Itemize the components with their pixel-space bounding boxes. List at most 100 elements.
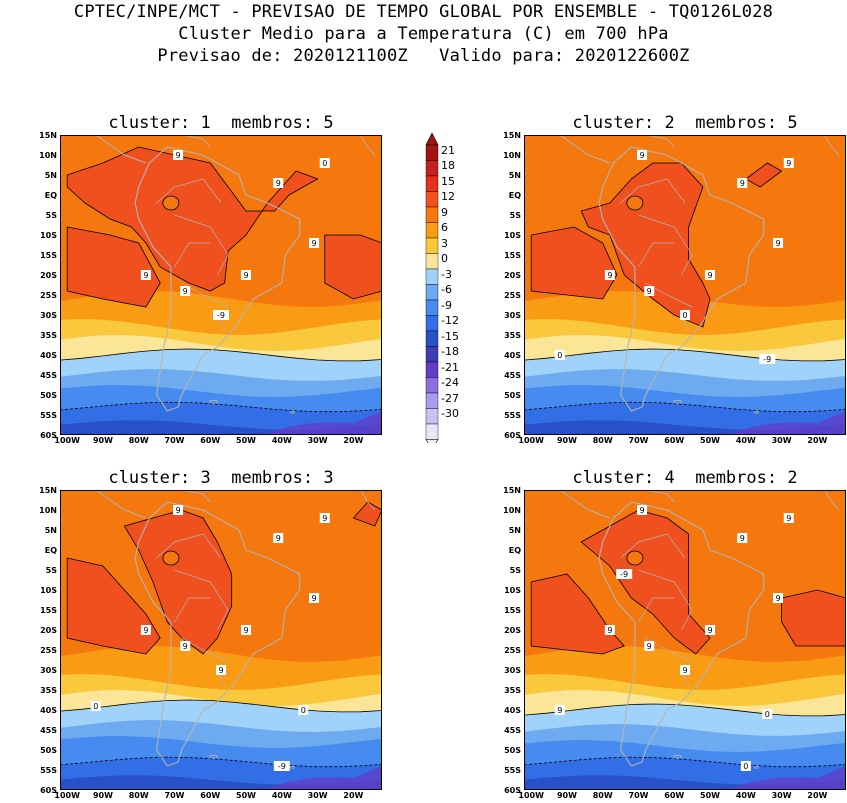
colorbar-label: -9: [441, 298, 452, 312]
contour-label: 0: [319, 158, 330, 168]
lat-tick-label: 15S: [504, 251, 521, 260]
svg-text:9: 9: [786, 514, 791, 523]
colorbar-label: -21: [441, 360, 459, 374]
contour-label: 0: [298, 705, 309, 715]
colorbar-swatch: [425, 284, 439, 301]
lat-tick-label: 10N: [503, 151, 521, 160]
colorbar-swatch: [425, 330, 439, 347]
temperature-map: 9 9 9 9 9 9 9 9 9 0 0 -9: [524, 490, 846, 790]
lon-tick-label: 80W: [128, 791, 149, 800]
contour-label: 9: [644, 286, 655, 296]
lat-tick-label: 15S: [40, 606, 57, 615]
colorbar-label: 12: [441, 190, 455, 203]
lon-tick-label: 80W: [128, 436, 149, 445]
svg-text:9: 9: [311, 594, 316, 603]
lon-tick-label: 40W: [735, 791, 756, 800]
contour-label: 9: [680, 665, 690, 675]
svg-text:0: 0: [93, 702, 98, 711]
colorbar-swatch: [425, 268, 439, 285]
country-border-2: [620, 533, 686, 559]
contour-minus9: [60, 401, 382, 413]
map-frame: [60, 490, 382, 790]
map-panel-cluster-2: cluster: 2 membros: 5 9 9 9 9 9 9 9 0 0 -9 15N 10N 5…: [503, 113, 846, 445]
lon-tick-label: 50W: [236, 436, 257, 445]
svg-text:0: 0: [765, 710, 770, 719]
country-border-4: [638, 597, 675, 623]
colorbar-swatch: [425, 377, 439, 394]
figure-dates: Previsao de: 2020121100Z Valido para: 20…: [157, 46, 690, 66]
svg-text:9: 9: [218, 666, 223, 675]
lon-tick-label: 60W: [200, 791, 221, 800]
colorbar-label: 0: [441, 252, 448, 265]
lat-tick-label: 45S: [40, 371, 57, 380]
contour-label: 0: [762, 709, 773, 719]
lon-tick-label: 50W: [700, 791, 721, 800]
lat-tick-label: 15N: [503, 486, 521, 495]
shade-9-to-12-region-3: [352, 501, 382, 527]
colorbar-swatch: [425, 361, 439, 378]
colorbar-label: -24: [441, 376, 459, 389]
lon-tick-label: 30W: [307, 436, 328, 445]
colorbar-label: 9: [441, 205, 448, 219]
lat-tick-label: 35S: [40, 331, 57, 340]
lat-tick-label: 25S: [40, 646, 57, 655]
country-border-4: [174, 597, 211, 623]
svg-text:9: 9: [707, 271, 712, 280]
shade-9-to-12-region-1: [580, 509, 711, 655]
contour-label: -9: [616, 569, 633, 579]
contour-0: [60, 348, 382, 362]
contour-label: 9: [309, 593, 320, 603]
lat-tick-label: 45S: [504, 726, 521, 735]
lat-tick-label: 15N: [39, 131, 57, 140]
map-panel-cluster-4: cluster: 4 membros: 2 9 9 9 9 9 9 9 9 9 0 0 -9 15N 10…: [503, 468, 846, 800]
colorbar-label: 3: [441, 236, 448, 250]
colorbar-swatch: [425, 392, 439, 409]
svg-text:9: 9: [786, 159, 791, 168]
lat-tick-label: 5S: [45, 211, 57, 220]
colorbar-swatch: [425, 160, 439, 177]
lon-tick-label: 60W: [664, 791, 685, 800]
svg-text:9: 9: [775, 239, 780, 248]
lon-tick-label: 90W: [556, 436, 577, 445]
temperature-map: 9 9 9 9 9 9 9 9 0 0 -9: [60, 490, 382, 790]
svg-text:9: 9: [243, 626, 248, 635]
shade-hole: [162, 195, 180, 211]
contour-label: 9: [216, 665, 226, 675]
lat-tick-label: 10N: [39, 151, 57, 160]
lat-tick-label: 50S: [504, 746, 521, 755]
svg-text:0: 0: [743, 762, 748, 771]
contour-label: 9: [173, 150, 184, 160]
lat-tick-label: 50S: [504, 391, 521, 400]
lon-tick-label: 20W: [807, 791, 828, 800]
falkland-islands: [209, 754, 219, 759]
contour-label: 9: [241, 625, 252, 635]
shade-9-to-12-region-3: [745, 162, 783, 188]
svg-text:9: 9: [640, 151, 645, 160]
lon-tick-label: 50W: [700, 436, 721, 445]
lat-tick-label: 50S: [40, 746, 57, 755]
lat-tick-label: 10S: [40, 231, 57, 240]
contour-label: 0: [90, 701, 101, 711]
contour-label: 9: [783, 513, 794, 523]
contour-label: 9: [180, 286, 191, 296]
lat-tick-label: 60S: [40, 786, 57, 795]
shade-minus18: [727, 766, 846, 790]
svg-text:9: 9: [311, 239, 316, 248]
lat-tick-label: 40S: [504, 351, 521, 360]
svg-text:9: 9: [322, 514, 327, 523]
lon-tick-label: 20W: [343, 436, 364, 445]
south-georgia: [754, 410, 759, 414]
contour-label: 9: [273, 533, 284, 543]
contour-minus9: [60, 756, 382, 768]
colorbar-swatch: [425, 191, 439, 208]
lat-tick-label: 5N: [44, 171, 57, 180]
country-border-4: [174, 242, 211, 268]
contour-label: 9: [737, 533, 748, 543]
contour-0: [524, 348, 846, 362]
svg-text:9: 9: [276, 179, 281, 188]
shade-9-to-12-region-2: [66, 226, 161, 308]
coastline-south-america: [134, 501, 301, 767]
svg-text:9: 9: [647, 287, 652, 296]
svg-text:9: 9: [183, 287, 188, 296]
svg-text:0: 0: [322, 159, 327, 168]
